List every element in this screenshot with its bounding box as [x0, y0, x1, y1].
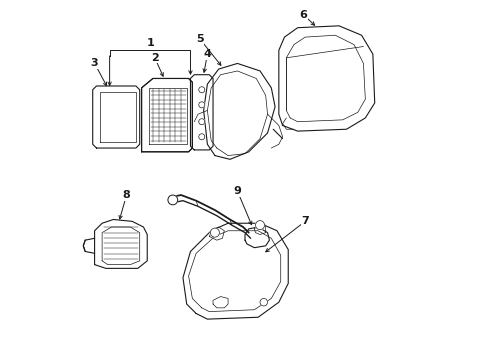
Text: 2: 2 — [151, 53, 159, 63]
Polygon shape — [93, 86, 140, 148]
Polygon shape — [279, 26, 375, 131]
Text: 7: 7 — [301, 216, 309, 226]
Polygon shape — [183, 223, 288, 319]
Polygon shape — [204, 63, 275, 159]
Polygon shape — [142, 78, 193, 152]
Circle shape — [260, 298, 268, 306]
Text: 9: 9 — [234, 186, 242, 196]
Text: 5: 5 — [196, 34, 204, 44]
Polygon shape — [213, 297, 228, 308]
Circle shape — [199, 134, 205, 140]
Text: 3: 3 — [91, 58, 98, 68]
Circle shape — [210, 228, 220, 237]
Circle shape — [199, 119, 205, 125]
Text: 6: 6 — [299, 10, 307, 19]
Polygon shape — [254, 223, 266, 234]
Polygon shape — [95, 220, 147, 268]
Polygon shape — [245, 227, 270, 248]
Text: 1: 1 — [147, 38, 155, 48]
Circle shape — [199, 102, 205, 108]
Circle shape — [255, 221, 265, 230]
Circle shape — [199, 87, 205, 93]
Polygon shape — [191, 75, 213, 150]
Circle shape — [168, 195, 178, 205]
Polygon shape — [209, 227, 224, 240]
Text: 8: 8 — [122, 190, 130, 200]
Text: 4: 4 — [203, 49, 211, 59]
